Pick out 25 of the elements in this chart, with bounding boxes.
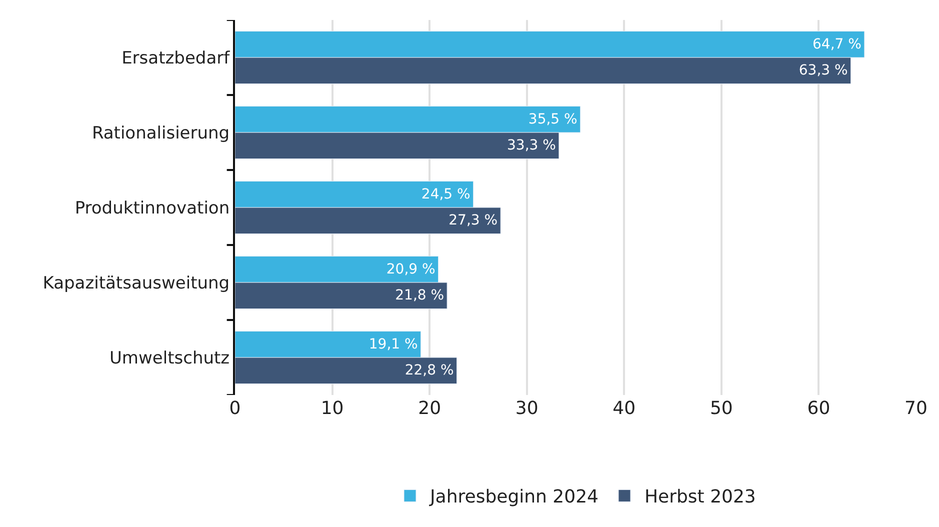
- legend-label: Jahresbeginn 2024: [429, 486, 598, 508]
- x-tick-label: 0: [229, 398, 241, 419]
- data-label: 64,7 %: [812, 36, 862, 52]
- data-label: 35,5 %: [528, 111, 578, 128]
- data-label: 19,1 %: [368, 336, 418, 352]
- y-tick-label: Kapazitätsausweitung: [42, 273, 230, 294]
- data-label: 24,5 %: [421, 186, 470, 202]
- data-label: 22,8 %: [404, 362, 454, 379]
- data-label: 21,8 %: [395, 288, 444, 304]
- y-tick-label: Umweltschutz: [109, 348, 230, 368]
- x-tick-label: 50: [710, 398, 733, 419]
- x-tick-label: 60: [807, 398, 830, 419]
- legend-label: Herbst 2023: [644, 486, 756, 508]
- data-label: 33,3 %: [507, 138, 556, 154]
- x-tick-label: 10: [320, 398, 344, 419]
- x-tick-label: 30: [515, 398, 538, 419]
- y-tick-label: Ersatzbedarf: [122, 48, 231, 68]
- y-tick-label: Rationalisierung: [92, 123, 230, 144]
- data-label: 27,3 %: [448, 212, 498, 229]
- data-label: 63,3 %: [798, 62, 848, 79]
- x-tick-label: 20: [418, 398, 442, 419]
- x-tick-label: 70: [904, 398, 928, 419]
- x-tick-label: 40: [612, 398, 636, 419]
- data-label: 20,9 %: [386, 261, 436, 278]
- y-tick-label: Produktinnovation: [74, 198, 230, 218]
